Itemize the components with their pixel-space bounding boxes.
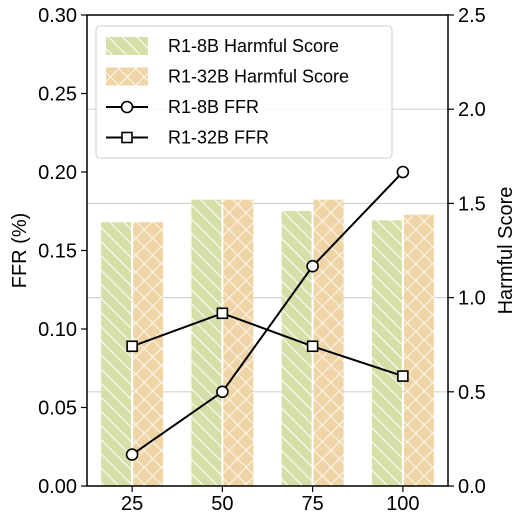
legend-item-r1-32b-harmful: R1-32B Harmful Score	[106, 67, 349, 87]
legend-marker-circle	[120, 100, 134, 114]
right-axis: 0.0 0.5 1.0 1.5 2.0 2.5	[448, 5, 486, 498]
legend-item-r1-8b-ffr: R1-8B FFR	[106, 97, 259, 117]
left-tick-label: 0.20	[38, 162, 77, 184]
point-r1-8b-ffr	[306, 259, 319, 273]
right-tick-label: 0.5	[458, 382, 486, 404]
bar-r1-32b	[403, 214, 434, 487]
legend-label: R1-8B Harmful Score	[168, 36, 339, 56]
right-tick-label: 1.5	[458, 193, 486, 215]
x-tick-label: 100	[386, 493, 419, 515]
line-r1-32b-ffr	[131, 312, 404, 378]
line-r1-8b-ffr	[131, 171, 404, 456]
right-tick-label: 2.5	[458, 5, 486, 27]
left-tick-label: 0.00	[38, 476, 77, 498]
bar-r1-8b	[371, 220, 402, 486]
right-tick-label: 2.0	[458, 99, 486, 121]
point-r1-32b-ffr	[126, 340, 138, 353]
left-tick-label: 0.05	[38, 398, 77, 420]
left-tick-label: 0.15	[38, 241, 77, 263]
bars	[101, 199, 434, 487]
right-tick-label: 0.0	[458, 476, 486, 498]
legend-box	[95, 25, 393, 159]
point-r1-8b-ffr	[396, 165, 410, 179]
left-tick-label: 0.10	[38, 319, 77, 341]
bar-r1-32b	[313, 199, 344, 486]
ffr-lines	[125, 165, 410, 461]
left-axis-label: FFR (%)	[9, 213, 31, 289]
legend-swatch	[106, 37, 148, 55]
legend-item-r1-32b-ffr: R1-32B FFR	[106, 128, 269, 148]
x-tick-label: 50	[211, 493, 233, 515]
left-tick-label: 0.30	[38, 5, 77, 27]
x-tick-label: 75	[302, 493, 324, 515]
point-r1-32b-ffr	[216, 307, 229, 320]
bar-r1-8b	[191, 199, 222, 486]
legend-marker-square	[121, 131, 133, 144]
bar-r1-32b	[223, 199, 254, 486]
right-axis-label: Harmful Score	[495, 187, 517, 315]
bar-r1-32b	[133, 222, 164, 487]
bar-r1-8b	[101, 222, 132, 487]
bar-r1-8b	[281, 210, 312, 486]
legend-label: R1-32B Harmful Score	[168, 67, 349, 87]
x-axis: 25 50 75 100	[121, 486, 420, 515]
point-r1-32b-ffr	[397, 370, 409, 382]
point-r1-8b-ffr	[125, 448, 139, 461]
legend-swatch	[106, 67, 148, 86]
left-axis: 0.00 0.05 0.10 0.15 0.20 0.25 0.30	[38, 5, 87, 498]
point-r1-8b-ffr	[216, 385, 229, 399]
legend: R1-8B Harmful Score R1-32B Harmful Score R…	[95, 25, 393, 159]
left-tick-label: 0.25	[38, 84, 77, 106]
point-r1-32b-ffr	[306, 340, 319, 353]
legend-label: R1-32B FFR	[168, 128, 269, 148]
legend-label: R1-8B FFR	[168, 97, 259, 117]
x-tick-label: 25	[121, 493, 143, 515]
right-tick-label: 1.0	[458, 288, 486, 310]
legend-item-r1-8b-harmful: R1-8B Harmful Score	[106, 36, 339, 56]
